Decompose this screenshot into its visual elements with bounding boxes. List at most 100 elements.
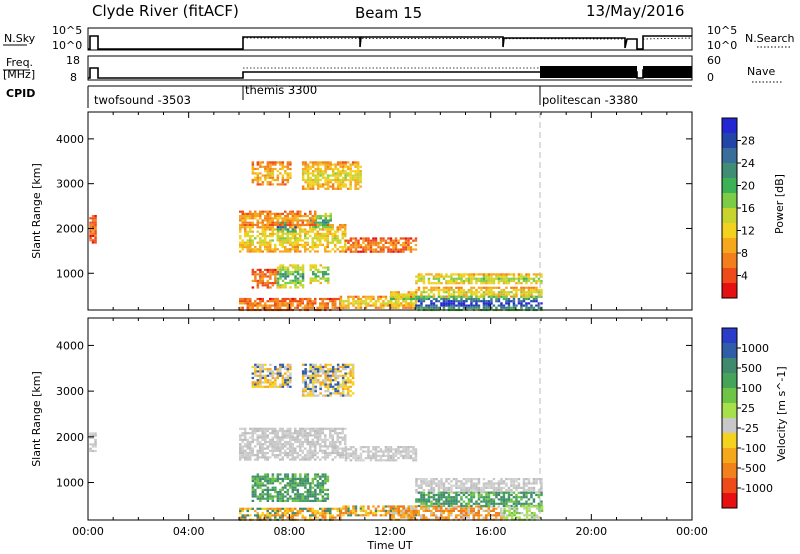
velocity-cell <box>286 383 290 386</box>
velocity-cell <box>316 497 320 500</box>
velocity-cell <box>485 514 488 517</box>
power-cell <box>269 246 272 249</box>
power-cell <box>326 246 329 249</box>
power-cell <box>347 304 350 307</box>
power-cell <box>279 264 282 267</box>
velocity-cell <box>331 434 334 437</box>
power-cell <box>354 172 357 175</box>
power-data <box>89 161 543 312</box>
velocity-cell <box>349 372 352 375</box>
velocity-cell <box>382 514 385 517</box>
power-cell <box>535 273 538 276</box>
power-cell <box>274 250 277 253</box>
velocity-cell <box>311 383 315 386</box>
velocity-cell <box>477 514 480 517</box>
power-cell <box>266 161 270 164</box>
velocity-cell <box>314 516 317 519</box>
velocity-cell <box>246 456 249 459</box>
velocity-cell <box>342 514 345 517</box>
velocity-cell <box>392 516 395 519</box>
velocity-cell <box>344 379 347 382</box>
power-cell <box>532 295 536 298</box>
power-cell <box>309 246 312 249</box>
power-cell <box>402 293 405 296</box>
power-cell <box>284 178 287 182</box>
power-cell <box>462 273 466 276</box>
power-cell <box>395 291 398 294</box>
velocity-cell <box>266 447 269 450</box>
velocity-cell <box>445 502 448 505</box>
velocity-cell <box>291 436 294 439</box>
velocity-cell <box>279 427 282 430</box>
velocity-cell <box>540 484 543 487</box>
velocity-cell <box>266 370 270 373</box>
velocity-cell <box>279 372 282 375</box>
velocity-cell <box>299 438 302 441</box>
power-cell <box>517 279 521 283</box>
velocity-cell <box>477 516 480 519</box>
power-cell <box>329 217 332 220</box>
power-cell <box>259 300 262 303</box>
velocity-cell <box>281 379 285 382</box>
velocity-cell <box>384 512 388 515</box>
velocity-cell <box>261 434 264 437</box>
power-cell <box>294 215 297 218</box>
velocity-cell <box>271 385 275 388</box>
velocity-cell <box>301 363 305 366</box>
power-cell <box>286 232 289 235</box>
power-cell <box>289 279 292 282</box>
velocity-cell <box>372 454 375 457</box>
velocity-cell <box>264 514 267 517</box>
velocity-cell <box>347 514 350 517</box>
power-cell <box>339 170 342 173</box>
velocity-cell <box>422 505 425 508</box>
velocity-cell <box>311 434 314 437</box>
power-cell <box>512 304 516 307</box>
power-cell <box>512 277 516 280</box>
power-cell <box>352 297 355 301</box>
velocity-cell <box>374 512 378 515</box>
power-cell <box>256 161 260 164</box>
velocity-cell <box>510 507 514 510</box>
velocity-cell <box>304 370 307 373</box>
power-cell <box>259 237 262 240</box>
velocity-cell <box>392 448 395 451</box>
power-cell <box>251 286 255 289</box>
velocity-cell <box>239 512 242 515</box>
power-cell <box>362 295 365 298</box>
velocity-cell <box>244 458 247 461</box>
power-cell <box>261 226 264 229</box>
velocity-cell <box>432 512 435 515</box>
velocity-cell <box>336 427 339 430</box>
power-cell <box>249 297 252 301</box>
power-cell <box>425 297 428 301</box>
velocity-cell <box>279 383 282 386</box>
velocity-cell <box>289 516 292 519</box>
velocity-cell <box>430 504 433 508</box>
power-cell <box>367 297 370 301</box>
velocity-cell <box>525 493 528 497</box>
velocity-cell <box>460 498 463 501</box>
power-cell <box>490 295 493 298</box>
velocity-cell <box>321 365 325 369</box>
power-cell <box>482 302 486 305</box>
velocity-cell <box>286 477 290 480</box>
velocity-cell <box>447 507 450 510</box>
power-ytick-label: 3000 <box>56 178 84 191</box>
power-cell <box>327 226 330 229</box>
velocity-cell <box>279 493 282 496</box>
velocity-cell <box>331 368 335 371</box>
power-cell <box>404 244 408 247</box>
velocity-cell <box>269 368 272 371</box>
power-cell <box>455 291 458 294</box>
power-cell <box>246 300 249 303</box>
power-cell <box>286 174 290 177</box>
velocity-cell <box>470 512 473 515</box>
velocity-cell <box>372 448 375 451</box>
velocity-cell <box>329 434 332 437</box>
velocity-cell <box>296 484 300 487</box>
velocity-cell <box>251 385 255 388</box>
velocity-cell <box>517 502 521 505</box>
power-cell <box>241 297 244 301</box>
velocity-cell <box>339 509 343 512</box>
